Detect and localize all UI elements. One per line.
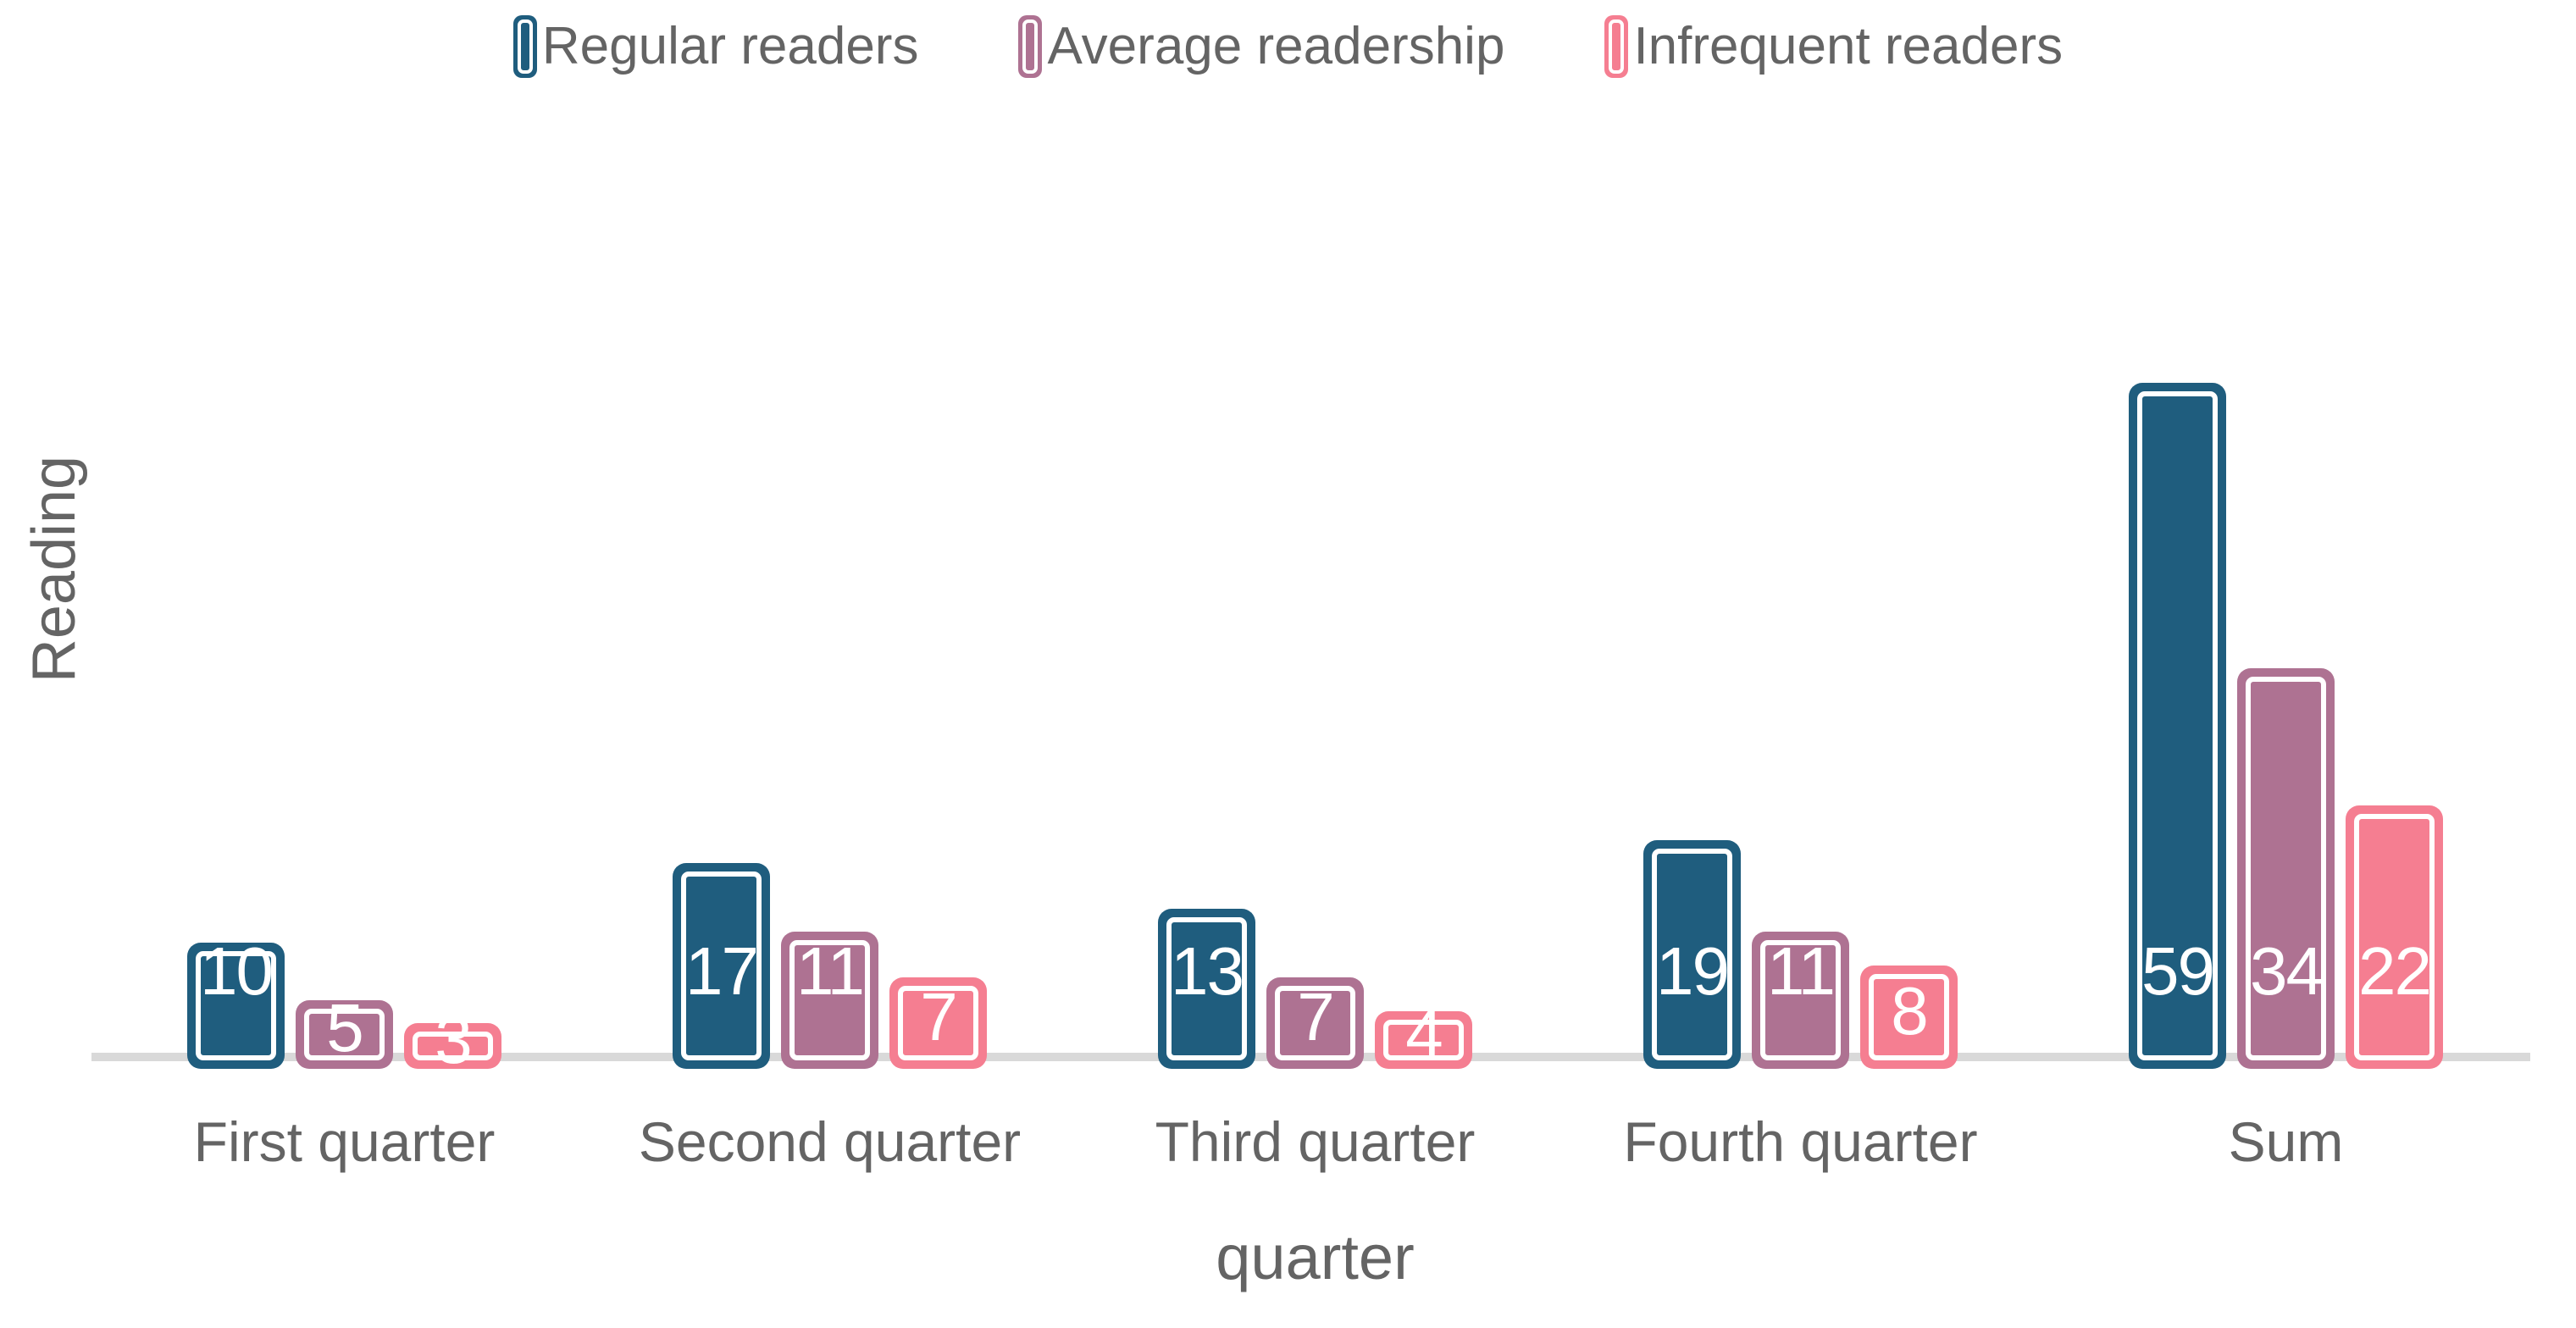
- category-label-second-quarter: Second quarter: [638, 1110, 1022, 1173]
- legend: Regular readers Average readership Infrequ…: [0, 15, 2576, 78]
- bar-regular-readers-sum: 59: [2129, 382, 2226, 1069]
- category-label-third-quarter: Third quarter: [1155, 1110, 1476, 1173]
- bar-value-label: 7: [920, 978, 958, 1054]
- legend-item-average-readership: Average readership: [1018, 15, 1504, 78]
- bar-group-fourth-quarter: 19 11 8: [1643, 839, 1958, 1069]
- bar-value-label: 34: [2250, 933, 2324, 1009]
- bar-infrequent-readers-third-quarter: 4: [1375, 1000, 1472, 1069]
- bar-average-readership-first-quarter: 5: [296, 994, 393, 1069]
- bar-value-label: 3: [435, 1001, 473, 1077]
- legend-label: Average readership: [1047, 17, 1505, 75]
- bar-average-readership-third-quarter: 7: [1266, 977, 1364, 1069]
- bar-value-label: 13: [1171, 933, 1244, 1009]
- bar-average-readership-sum: 34: [2237, 668, 2335, 1069]
- bar-group-second-quarter: 17 11 7: [673, 862, 987, 1069]
- legend-label: Infrequent readers: [1633, 17, 2064, 75]
- bar-value-label: 5: [326, 990, 364, 1066]
- bar-value-label: 17: [685, 933, 759, 1009]
- bar-value-label: 7: [1297, 978, 1335, 1054]
- bar-value-label: 59: [2141, 933, 2215, 1009]
- bar-regular-readers-second-quarter: 17: [673, 862, 770, 1069]
- bar-group-sum: 59 34 22: [2129, 382, 2443, 1069]
- bar-average-readership-second-quarter: 11: [781, 931, 878, 1069]
- bar-infrequent-readers-sum: 22: [2346, 805, 2443, 1069]
- bar-infrequent-readers-fourth-quarter: 8: [1860, 966, 1958, 1069]
- bar-groups: 10 5 3 17 11 7 13 7 4 19 11 8 59 34 22: [102, 382, 2529, 1073]
- bar-value-label: 11: [1766, 933, 1836, 1009]
- bar-regular-readers-first-quarter: 10: [187, 938, 285, 1069]
- legend-marker-icon: [512, 15, 537, 78]
- y-axis-title: Reading: [20, 455, 88, 683]
- bar-value-label: 4: [1405, 996, 1443, 1071]
- bar-average-readership-fourth-quarter: 11: [1752, 931, 1849, 1069]
- x-axis-title: quarter: [1216, 1222, 1415, 1292]
- bar-group-first-quarter: 10 5 3: [187, 938, 501, 1073]
- legend-label: Regular readers: [541, 17, 919, 75]
- legend-item-regular-readers: Regular readers: [512, 15, 919, 78]
- plot-area: 10 5 3 17 11 7 13 7 4 19 11 8 59 34 22: [91, 0, 2530, 1073]
- bar-value-label: 22: [2358, 933, 2432, 1009]
- legend-marker-icon: [1604, 15, 1629, 78]
- bar-value-label: 11: [795, 933, 865, 1009]
- category-label-first-quarter: First quarter: [193, 1110, 496, 1173]
- bar-infrequent-readers-first-quarter: 3: [404, 1005, 501, 1073]
- legend-marker-icon: [1018, 15, 1043, 78]
- bar-regular-readers-fourth-quarter: 19: [1643, 839, 1741, 1069]
- category-label-fourth-quarter: Fourth quarter: [1623, 1110, 1978, 1173]
- bar-value-label: 8: [1891, 973, 1929, 1049]
- bar-infrequent-readers-second-quarter: 7: [889, 977, 987, 1069]
- bar-value-label: 10: [200, 933, 274, 1009]
- bar-regular-readers-third-quarter: 13: [1158, 908, 1255, 1069]
- category-label-sum: Sum: [2228, 1110, 2344, 1173]
- bar-group-third-quarter: 13 7 4: [1158, 908, 1472, 1069]
- bar-value-label: 19: [1656, 933, 1730, 1009]
- legend-item-infrequent-readers: Infrequent readers: [1604, 15, 2063, 78]
- x-axis-category-labels: First quarter Second quarter Third quarter…: [102, 1111, 2529, 1173]
